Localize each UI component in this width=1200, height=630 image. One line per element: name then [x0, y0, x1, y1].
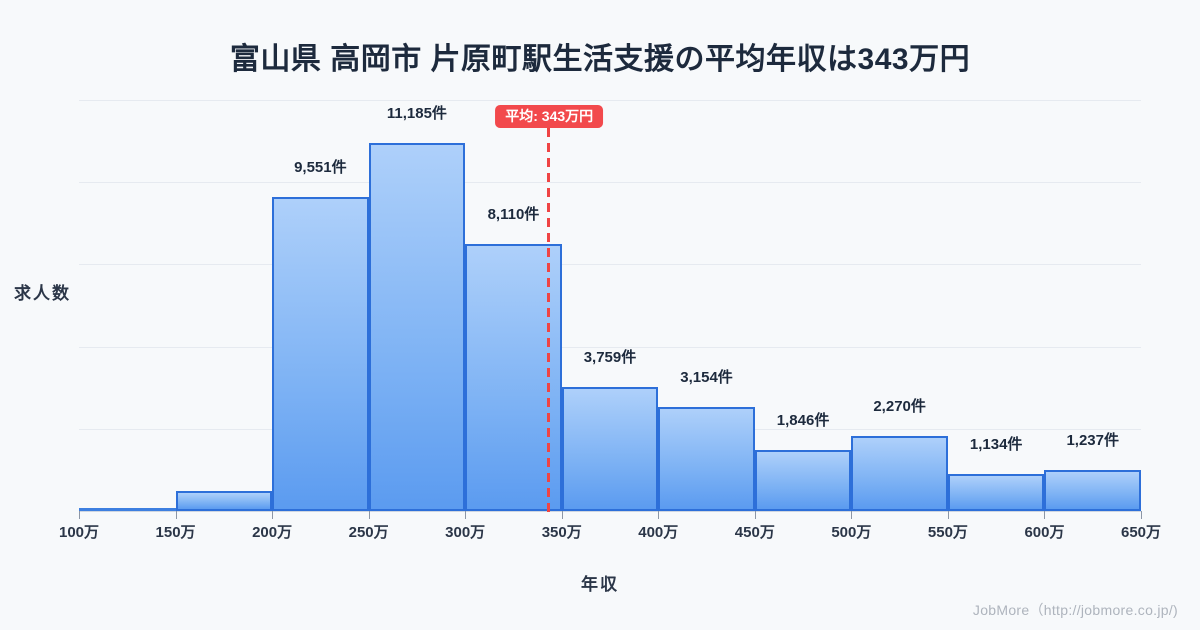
bar-value-label: 8,110件 — [487, 206, 540, 224]
gridline — [79, 346, 1141, 348]
x-axis-tick — [368, 511, 370, 519]
bar[interactable] — [947, 473, 1045, 511]
gridline — [79, 100, 1141, 101]
bar[interactable] — [1044, 470, 1141, 511]
x-axis-tick — [79, 511, 80, 519]
bar[interactable] — [79, 508, 176, 511]
x-axis-tick-label: 400万 — [638, 524, 679, 541]
bar[interactable] — [368, 143, 466, 511]
bar-value-label: 1,846件 — [776, 412, 830, 430]
bar-value-label: 3,154件 — [680, 369, 733, 387]
x-axis-tick — [851, 511, 853, 519]
x-axis-tick — [272, 511, 274, 519]
bar-series: 9,551件 11,185件 8,110件 3,759件 3,154件 1,846件 2,2… — [79, 100, 1141, 511]
bar[interactable] — [658, 407, 755, 511]
bar-value-label: 2,270件 — [873, 398, 926, 416]
bar[interactable] — [272, 196, 369, 511]
x-axis-tick — [561, 511, 563, 519]
x-axis-tick-label: 150万 — [155, 524, 196, 541]
x-axis-tick-label: 200万 — [252, 524, 293, 541]
bar[interactable] — [851, 436, 948, 511]
x-axis-tick-label: 650万 — [1120, 524, 1162, 541]
x-axis-tick — [947, 511, 949, 519]
x-axis-tick-label: 300万 — [445, 524, 486, 541]
x-axis-tick-label: 250万 — [348, 524, 389, 541]
bar-value-label: 1,237件 — [1066, 432, 1119, 450]
x-axis-tick-label: 500万 — [831, 524, 872, 541]
bar[interactable] — [175, 490, 273, 511]
gridline — [79, 264, 1141, 266]
average-badge: 平均: 343万円 — [495, 105, 604, 128]
x-axis-tick-label: 350万 — [541, 524, 582, 541]
x-axis-tick-label: 100万 — [58, 524, 100, 541]
x-axis-tick — [658, 511, 660, 519]
bar-value-label: 9,551件 — [294, 158, 347, 176]
x-axis-tick-label: 450万 — [734, 524, 775, 541]
x-axis-baseline — [79, 511, 1141, 512]
gridline — [79, 182, 1141, 184]
bar[interactable] — [754, 450, 852, 511]
x-axis-tick — [175, 511, 177, 519]
bar-value-label: 1,134件 — [969, 435, 1023, 453]
bar[interactable] — [465, 244, 562, 511]
bar-value-label: 3,759件 — [583, 349, 637, 367]
y-axis-title: 求人数 — [14, 284, 71, 303]
x-axis-tick — [1044, 511, 1046, 519]
x-axis-tick-label: 550万 — [927, 524, 968, 541]
bar-value-label: 11,185件 — [386, 105, 447, 123]
footer-watermark: JobMore（http://jobmore.co.jp/) — [972, 602, 1178, 618]
x-axis-tick — [465, 511, 467, 519]
x-axis-tick-label: 600万 — [1024, 524, 1065, 541]
x-axis-tick — [754, 511, 756, 519]
x-axis-tick — [1141, 511, 1142, 519]
page-title: 富山県 高岡市 片原町駅生活支援の平均年収は343万円 — [229, 43, 971, 76]
x-axis-title: 年収 — [581, 575, 619, 594]
average-line — [547, 128, 551, 512]
bar[interactable] — [561, 387, 659, 511]
